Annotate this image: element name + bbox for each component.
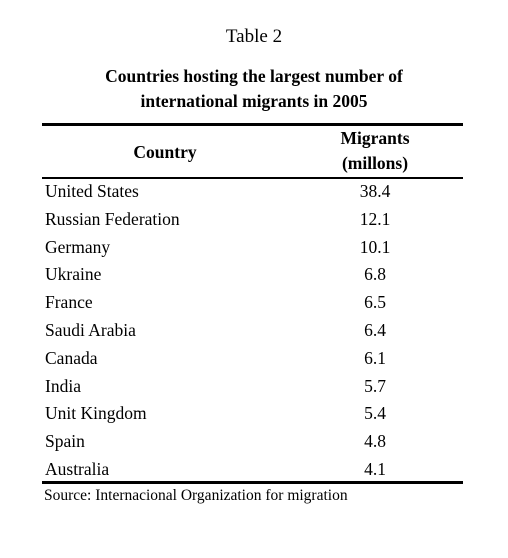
country-cell: United States	[45, 181, 139, 201]
subtitle-text: Countries hosting the largest number of …	[105, 66, 403, 111]
bottom-rule	[42, 481, 463, 484]
source-note: Source: Internacional Organization for m…	[44, 487, 348, 504]
migrants-cell: 6.8	[364, 264, 386, 285]
column-header: Migrants (millons)	[340, 128, 410, 173]
migrants-cell: 6.1	[364, 347, 386, 368]
migrants-cell: 12.1	[359, 208, 391, 229]
country-cell: Spain	[45, 431, 85, 452]
country-cell: Unit Kingdom	[45, 403, 147, 424]
country-cell: Saudi Arabia	[45, 320, 136, 340]
migrants-cell: 4.1	[364, 459, 386, 479]
country-cell: Russian Federation	[45, 208, 180, 229]
migrants-cell: 10.1	[359, 236, 391, 257]
table-subtitle: Countries hosting the largest number of …	[0, 64, 508, 114]
top-rule	[42, 123, 463, 126]
country-cell: France	[45, 292, 93, 313]
migrants-cell: 4.8	[364, 431, 386, 452]
country-cell: Germany	[45, 236, 111, 257]
header-rule	[42, 177, 463, 179]
migrants-cell: 6.4	[364, 320, 386, 340]
migrants-cell: 6.5	[364, 292, 386, 313]
migrants-cell: 5.4	[364, 403, 386, 424]
country-cell: Canada	[45, 347, 98, 368]
table-title: Table 2	[225, 26, 283, 47]
migrants-cell: 5.7	[364, 375, 386, 396]
country-cell: Ukraine	[45, 264, 102, 285]
migrants-cell: 38.4	[359, 181, 391, 201]
country-cell: Australia	[45, 459, 110, 479]
column-header: Country	[133, 142, 197, 162]
country-cell: India	[45, 375, 81, 396]
